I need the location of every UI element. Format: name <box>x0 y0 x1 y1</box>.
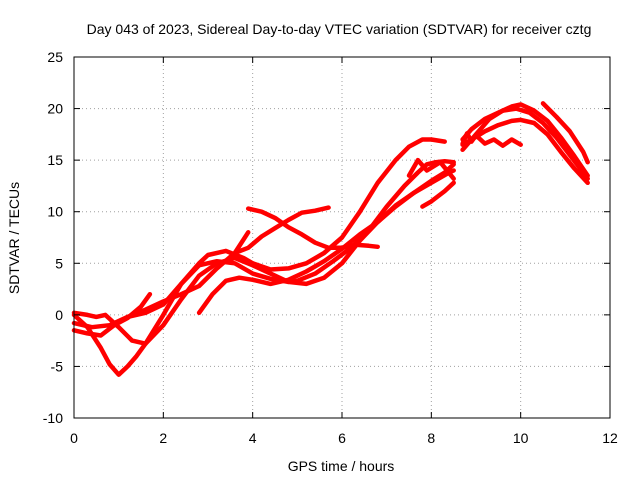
y-tick-label: 0 <box>55 307 63 323</box>
y-tick-label: -5 <box>51 358 64 374</box>
series-line-trace-4 <box>71 230 251 330</box>
series-line-trace-10 <box>420 180 456 209</box>
axes: 0 2 4 6 8 10 12 -10 -5 0 5 10 15 20 25 <box>43 49 618 446</box>
x-axis-title: GPS time / hours <box>288 458 395 474</box>
y-axis-title: SDTVAR / TECUs <box>6 182 22 294</box>
y-tick-label: 25 <box>47 49 63 65</box>
data-series <box>71 101 590 377</box>
series-line-trace-8 <box>232 205 331 256</box>
y-tick-label: 5 <box>55 255 63 271</box>
series-line-trace-15 <box>540 101 590 165</box>
series-line-trace-1 <box>71 158 456 377</box>
y-tick-label: 15 <box>47 152 63 168</box>
x-tick-label: 6 <box>338 430 346 446</box>
x-tick-label: 12 <box>602 430 618 446</box>
series-line-trace-12 <box>460 117 590 186</box>
x-tick-label: 10 <box>513 430 529 446</box>
x-tick-label: 8 <box>427 430 435 446</box>
chart-title: Day 043 of 2023, Sidereal Day-to-day VTE… <box>87 21 592 37</box>
series-line-trace-5 <box>111 291 153 328</box>
series-line-trace-6 <box>196 162 456 316</box>
series-line-trace-9 <box>406 157 456 181</box>
series-line-trace-7 <box>245 206 380 251</box>
y-tick-label: 10 <box>47 204 63 220</box>
x-tick-label: 2 <box>159 430 167 446</box>
series-line-trace-14 <box>460 131 523 148</box>
y-tick-label: -10 <box>43 410 63 426</box>
x-tick-label: 0 <box>70 430 78 446</box>
y-tick-label: 20 <box>47 101 63 117</box>
series-line-trace-11 <box>460 102 590 178</box>
series-line-trace-13 <box>460 106 590 181</box>
x-tick-label: 4 <box>249 430 257 446</box>
